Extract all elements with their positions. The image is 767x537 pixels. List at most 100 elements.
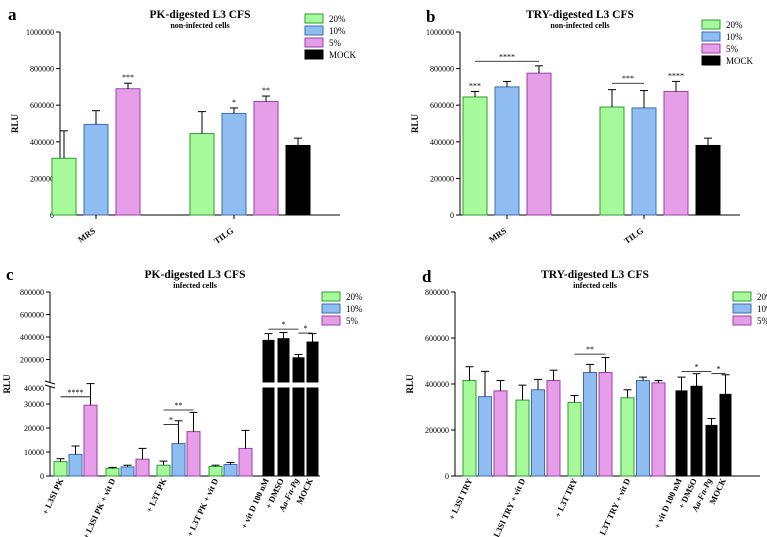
legend-swatch [732, 291, 752, 302]
legend-label: 20% [726, 20, 743, 30]
legend-label: 20% [329, 14, 346, 24]
significance-label: **** [668, 71, 684, 80]
significance-label: * [232, 98, 236, 107]
y-axis-label: RLU [2, 374, 12, 394]
y-tick-label: 800000 [30, 65, 54, 74]
y-tick-label: 800000 [20, 288, 44, 297]
bar [171, 443, 186, 477]
category-label: + L3T PK [144, 476, 169, 514]
legend-label: 10% [329, 26, 346, 36]
legend-label: 5% [329, 38, 342, 48]
y-tick-label: 600000 [430, 101, 454, 110]
axis-break-mark [44, 380, 56, 385]
bar [651, 382, 666, 477]
legend-swatch [732, 303, 752, 314]
legend-label: 5% [346, 316, 359, 326]
significance-bracket-label: * [695, 362, 699, 371]
category-label: + L3SI TRY [446, 477, 474, 522]
y-tick-label: 600000 [30, 101, 54, 110]
bar [53, 461, 68, 477]
control-bar-lower [306, 387, 319, 477]
y-tick-label: 400000 [425, 380, 449, 389]
bar [636, 380, 650, 477]
significance-bracket-label: ** [586, 345, 594, 354]
y-tick-label: 600000 [20, 311, 44, 320]
bar [462, 380, 477, 477]
panel-letter: a [8, 5, 17, 24]
legend-swatch [321, 291, 341, 302]
y-axis-label: RLU [410, 114, 420, 134]
bar [223, 463, 238, 477]
y-tick-label: 30000 [24, 400, 44, 409]
bar [462, 96, 488, 216]
chart-subtitle: non-infected cells [550, 21, 609, 30]
control-bar-upper [292, 357, 305, 383]
legend-label: MOCK [329, 50, 357, 60]
control-bar-lower [262, 387, 275, 477]
legend-swatch [701, 55, 721, 66]
bar [526, 72, 552, 216]
bar [598, 372, 613, 477]
legend-label: 10% [757, 304, 767, 314]
panel-letter: c [6, 265, 14, 284]
chart-subtitle: non-infected cells [170, 21, 229, 30]
y-tick-label: 0 [450, 211, 454, 220]
bar [208, 465, 223, 477]
y-tick-label: 20000 [24, 424, 44, 433]
control-bar [675, 390, 688, 477]
bar [546, 380, 561, 477]
bar [189, 133, 215, 216]
control-bar-upper [306, 341, 319, 383]
bar [115, 88, 141, 216]
bar [567, 401, 582, 477]
y-tick-label: 400000 [430, 138, 454, 147]
legend-label: 20% [346, 292, 363, 302]
control-bar-lower [292, 387, 305, 477]
legend-swatch [701, 31, 721, 42]
significance-label: ** [262, 86, 270, 95]
legend-label: 20% [757, 292, 767, 302]
bar [156, 464, 171, 477]
bar [515, 399, 530, 477]
category-label: TILG [212, 225, 235, 246]
panel-letter: b [426, 7, 435, 26]
category-label: MRS [487, 225, 508, 244]
y-tick-label: 10000 [24, 448, 44, 457]
significance-bracket-label: * [169, 415, 173, 424]
y-tick-label: 400000 [20, 333, 44, 342]
category-label: MRS [76, 225, 97, 244]
bar [253, 101, 279, 216]
legend-label: 5% [757, 316, 767, 326]
category-label: TILG [622, 225, 645, 246]
legend-label: 10% [346, 304, 363, 314]
legend-swatch [321, 303, 341, 314]
significance-bracket-label: * [717, 365, 721, 374]
panel-letter: d [422, 267, 432, 286]
bar [493, 390, 508, 477]
bar [105, 467, 120, 477]
legend-label: 10% [726, 32, 743, 42]
y-tick-label: 1000000 [26, 28, 54, 37]
chart-title: TRY-digested L3 CFS [541, 269, 649, 281]
y-tick-label: 600000 [425, 334, 449, 343]
bar [631, 107, 657, 216]
bar [494, 86, 520, 216]
control-bar [705, 424, 718, 477]
bar [663, 90, 689, 216]
bar [68, 453, 83, 477]
bar [120, 466, 135, 477]
significance-bracket-label: * [282, 320, 286, 329]
control-bar-upper [277, 338, 290, 383]
y-tick-label: 0 [40, 472, 44, 481]
legend-swatch [304, 13, 324, 24]
legend-swatch [701, 43, 721, 54]
chart-title: TRY-digested L3 CFS [526, 9, 634, 21]
category-label: + L3T PK + vit D [185, 477, 221, 537]
bar [221, 112, 247, 216]
bar [238, 447, 253, 477]
y-tick-label: 200000 [430, 174, 454, 183]
legend-swatch [304, 49, 324, 60]
category-label: + L3T TRY [552, 477, 579, 519]
legend-label: MOCK [726, 56, 754, 66]
legend-swatch [304, 37, 324, 48]
